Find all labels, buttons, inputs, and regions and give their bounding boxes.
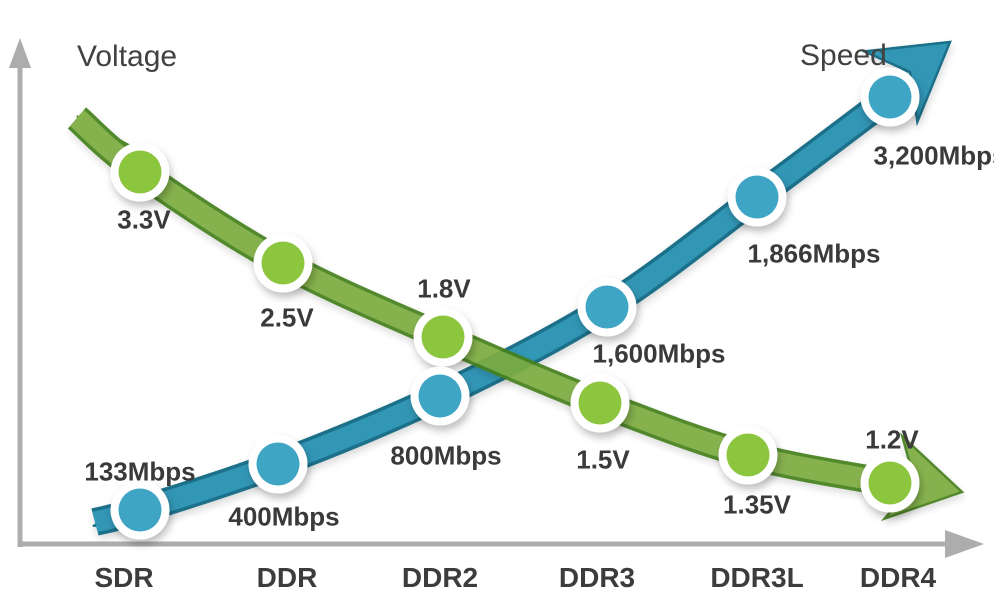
- voltage-point-DDR3: [570, 373, 630, 433]
- category-label-ddr4: DDR4: [859, 562, 937, 593]
- voltage-point-DDR3L: [718, 425, 778, 485]
- voltage-point-DDR: [253, 233, 313, 293]
- speed-point-DDR2: [410, 366, 470, 426]
- speed-point-SDR: [110, 480, 170, 540]
- speed-point-DDR4: [860, 67, 920, 127]
- category-label-ddr: DDR: [256, 562, 318, 593]
- voltage-label-ddr2: 1.8V: [417, 273, 471, 304]
- speed-point-DDR3L: [727, 167, 787, 227]
- speed-label-ddr3l: 1,866Mbps: [747, 238, 881, 269]
- category-label-ddr3l: DDR3L: [710, 562, 804, 593]
- speed-label-ddr3: 1,600Mbps: [592, 338, 726, 369]
- voltage-label-ddr3l: 1.35V: [723, 489, 791, 520]
- category-label-ddr3: DDR3: [558, 562, 636, 593]
- voltage-label-ddr: 2.5V: [260, 302, 314, 333]
- speed-label-sdr: 133Mbps: [84, 456, 196, 487]
- x-axis-arrowhead-icon: [945, 530, 984, 558]
- voltage-point-SDR: [110, 142, 170, 202]
- voltage-point-DDR4: [860, 453, 920, 513]
- voltage-label-ddr4: 1.2V: [865, 424, 919, 455]
- voltage-point-DDR2: [413, 307, 473, 367]
- speed-band: [91, 40, 952, 536]
- speed-arrowhead-icon: [859, 40, 952, 127]
- speed-label-ddr2: 800Mbps: [390, 440, 502, 471]
- voltage-label-sdr: 3.3V: [117, 204, 171, 235]
- speed-point-DDR: [248, 434, 308, 494]
- voltage-axis-title: Voltage: [77, 40, 178, 73]
- speed-axis-title: Speed: [800, 39, 887, 72]
- y-axis-arrowhead-icon: [9, 38, 31, 68]
- voltage-label-ddr3: 1.5V: [576, 444, 630, 475]
- category-label-ddr2: DDR2: [401, 562, 479, 593]
- speed-label-ddr: 400Mbps: [228, 501, 340, 532]
- speed-point-DDR3: [577, 277, 637, 337]
- category-label-sdr: SDR: [94, 562, 154, 593]
- speed-label-ddr4: 3,200Mbps: [873, 140, 994, 171]
- voltage-band: [67, 107, 965, 522]
